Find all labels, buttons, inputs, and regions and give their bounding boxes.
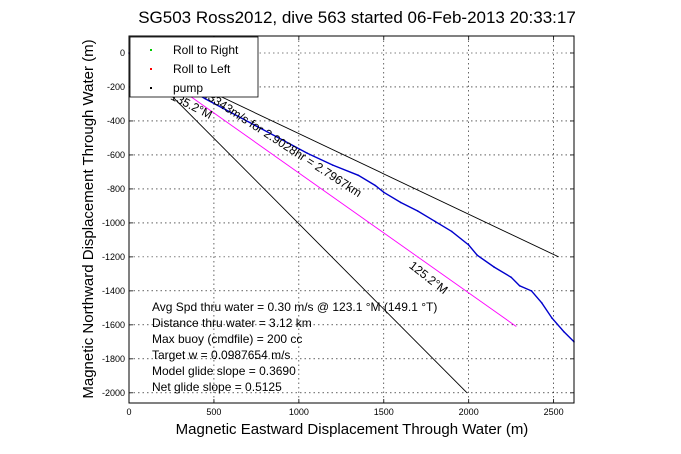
y-tick-label: -1800 [102,354,125,364]
x-tick-label: 2500 [544,407,564,417]
track-point [433,220,436,222]
track-point [399,201,402,204]
x-tick-label: 0 [126,407,131,417]
track-point [540,301,543,304]
stats-line: Model glide slope = 0.3690 [152,364,296,378]
x-tick-label: 1500 [374,407,394,417]
track-point [332,164,334,166]
axis-ticks: 0 500 1000 1500 2000 2500 0 -200 -400 -600 -800 -10… [102,36,574,417]
track-point [467,244,470,246]
stats-line: Net glide slope = 0.5125 [152,380,282,394]
legend-marker [150,68,152,70]
track-point [230,111,232,114]
legend-marker [150,49,152,51]
track-point [281,138,283,141]
stats-line: Max buoy (cmdfile) = 200 cc [152,332,302,346]
y-tick-label: -200 [107,82,125,92]
legend-marker [150,87,152,89]
track-point [493,266,495,268]
stats-line: Avg Spd thru water = 0.30 m/s @ 123.1 °M… [152,300,437,314]
track-point [374,184,377,187]
series-line-heading-line-2 [128,52,468,394]
track-point [518,284,521,287]
track-point [306,152,309,155]
chart-title: SG503 Ross2012, dive 563 started 06-Feb-… [138,8,576,27]
track-point [204,98,207,100]
track-point [450,230,453,233]
plot-frame [128,35,575,404]
y-tick-label: -1000 [102,218,125,228]
stats-box: Avg Spd thru water = 0.30 m/s @ 123.1 °M… [152,300,437,394]
y-tick-label: -800 [107,184,125,194]
track-point [416,210,419,212]
track-point [382,191,385,194]
x-tick-label: 2000 [459,407,479,417]
y-tick-label: -400 [107,116,125,126]
track-point [476,254,478,256]
track-point [357,174,360,177]
y-tick-label: -1200 [102,252,125,262]
y-tick-label: -2000 [102,388,125,398]
y-tick-label: -1600 [102,320,125,330]
stats-line: Target w = 0.0987654 m/s [152,348,290,362]
track-point [530,290,533,292]
track-point [510,276,512,279]
y-tick-label: -1400 [102,286,125,296]
y-tick-label: 0 [120,48,125,58]
track-point [551,317,553,319]
track-point [563,330,565,333]
series-line-heading-line-3 [128,52,517,327]
x-axis-label: Magnetic Eastward Displacement Through W… [176,421,529,438]
stats-line: Distance thru water = 3.12 km [152,316,312,330]
y-axis-label: Magnetic Northward Displacement Through … [80,39,97,398]
legend-label: pump [173,81,203,95]
track-point [255,125,258,127]
x-tick-label: 500 [206,407,221,417]
legend-label: Roll to Left [173,62,231,76]
legend: Roll to Right Roll to Left pump [129,36,259,98]
x-tick-label: 1000 [289,407,309,417]
legend-label: Roll to Right [173,43,239,57]
y-tick-label: -600 [107,150,125,160]
